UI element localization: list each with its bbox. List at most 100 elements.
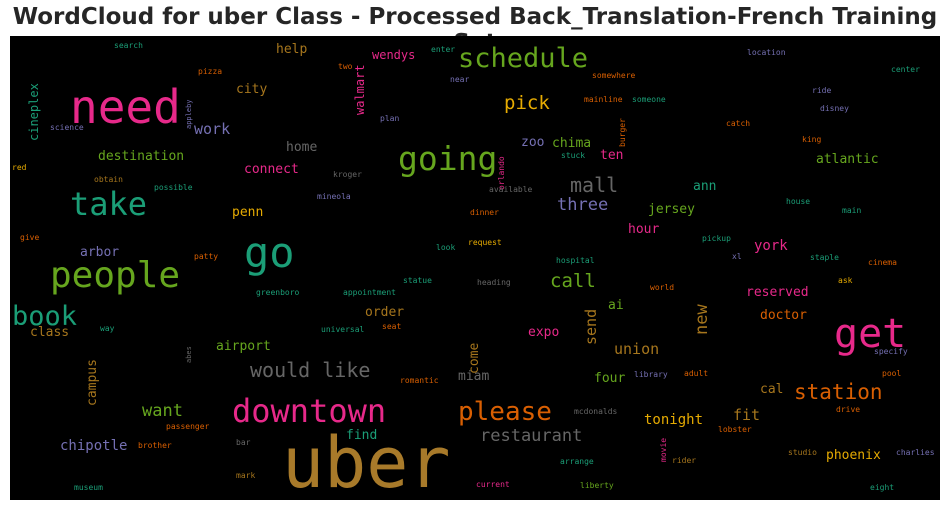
word-near: near: [450, 75, 470, 84]
word-library: library: [634, 370, 668, 379]
word-phoenix: phoenix: [826, 448, 881, 463]
word-mark: mark: [236, 471, 256, 480]
word-movie: movie: [659, 437, 668, 462]
word-pickup: pickup: [702, 234, 731, 243]
word-greenboro: greenboro: [256, 288, 300, 297]
word-two: two: [338, 62, 353, 71]
word-york: york: [754, 238, 788, 254]
word-hospital: hospital: [556, 256, 595, 265]
word-connect: connect: [244, 162, 299, 177]
word-enter: enter: [431, 45, 456, 54]
word-stuck: stuck: [561, 151, 586, 160]
word-doctor: doctor: [760, 308, 807, 323]
word-people: people: [50, 255, 181, 296]
word-ask: ask: [838, 276, 853, 285]
word-pizza: pizza: [198, 67, 223, 76]
word-mineola: mineola: [317, 192, 351, 201]
word-drive: drive: [836, 405, 861, 414]
word-expo: expo: [528, 325, 560, 340]
word-specify: specify: [874, 347, 908, 356]
word-atlantic: atlantic: [816, 152, 879, 167]
word-current: current: [476, 480, 510, 489]
word-miam: miam: [458, 369, 490, 384]
word-ride: ride: [812, 86, 832, 95]
word-please: please: [458, 397, 552, 427]
word-ten: ten: [600, 148, 624, 163]
word-want: want: [142, 401, 183, 421]
word-world: world: [650, 283, 675, 292]
word-uber: uber: [282, 422, 451, 500]
word-rider: rider: [672, 456, 697, 465]
word-help: help: [276, 42, 308, 57]
word-seat: seat: [382, 322, 402, 331]
word-ai: ai: [608, 298, 624, 313]
word-dinner: dinner: [470, 208, 499, 217]
word-chima: chima: [552, 136, 592, 151]
word-mall: mall: [570, 173, 619, 197]
word-king: king: [802, 135, 822, 144]
word-universal: universal: [321, 325, 365, 334]
word-city: city: [236, 82, 268, 97]
word-destination: destination: [98, 149, 185, 164]
word-get: get: [834, 311, 907, 357]
word-appleby: appleby: [185, 99, 193, 129]
word-staple: staple: [810, 253, 839, 262]
word-lobster: lobster: [718, 425, 752, 434]
word-reserved: reserved: [746, 285, 809, 300]
word-mcdonalds: mcdonalds: [574, 407, 618, 416]
word-zoo: zoo: [521, 135, 545, 150]
word-main: main: [842, 206, 862, 215]
word-book: book: [12, 301, 78, 332]
word-romantic: romantic: [400, 376, 439, 385]
word-way: way: [100, 324, 115, 333]
word-eight: eight: [870, 483, 895, 492]
word-search: search: [114, 41, 143, 50]
word-give: give: [20, 233, 40, 242]
word-obtain: obtain: [94, 175, 123, 184]
word-station: station: [794, 380, 883, 404]
word-appointment: appointment: [343, 288, 396, 297]
word-ann: ann: [693, 179, 717, 194]
word-catch: catch: [726, 119, 751, 128]
word-house: house: [786, 197, 811, 206]
word-take: take: [70, 185, 148, 223]
word-wendys: wendys: [372, 48, 416, 62]
word-need: need: [70, 80, 181, 134]
word-send: send: [582, 308, 600, 345]
word-walmart: walmart: [353, 64, 367, 115]
word-bar: bar: [236, 438, 251, 447]
word-work: work: [194, 120, 231, 138]
word-pool: pool: [882, 369, 902, 378]
word-cal: cal: [760, 382, 784, 397]
word-new: new: [692, 304, 712, 335]
word-someone: someone: [632, 95, 666, 104]
word-disney: disney: [820, 104, 849, 113]
word-restaurant: restaurant: [480, 426, 583, 446]
word-heading: heading: [477, 278, 511, 287]
word-downtown: downtown: [232, 392, 387, 430]
word-plan: plan: [380, 114, 400, 123]
word-adult: adult: [684, 369, 709, 378]
word-passenger: passenger: [166, 422, 210, 431]
word-airport: airport: [216, 339, 271, 354]
word-burger: burger: [618, 118, 627, 147]
word-red: red: [12, 163, 27, 172]
word-jersey: jersey: [648, 202, 695, 217]
word-charlies: charlies: [896, 448, 935, 457]
word-museum: museum: [74, 483, 103, 492]
word-fit: fit: [733, 406, 761, 424]
word-kroger: kroger: [333, 170, 362, 179]
word-abes: abes: [185, 346, 193, 363]
chart-title: WordCloud for uber Class - Processed Bac…: [12, 4, 938, 56]
word-patty: patty: [194, 252, 219, 261]
word-going: going: [398, 139, 498, 178]
word-request: request: [468, 238, 502, 247]
word-studio: studio: [788, 448, 817, 457]
word-find: find: [346, 428, 378, 443]
word-cinema: cinema: [868, 258, 897, 267]
wordcloud-canvas: uber need people go get downtown take going sche…: [10, 36, 940, 500]
word-liberty: liberty: [580, 481, 614, 490]
word-science: science: [50, 123, 84, 132]
word-mainline: mainline: [584, 95, 623, 104]
word-schedule: schedule: [458, 43, 589, 74]
